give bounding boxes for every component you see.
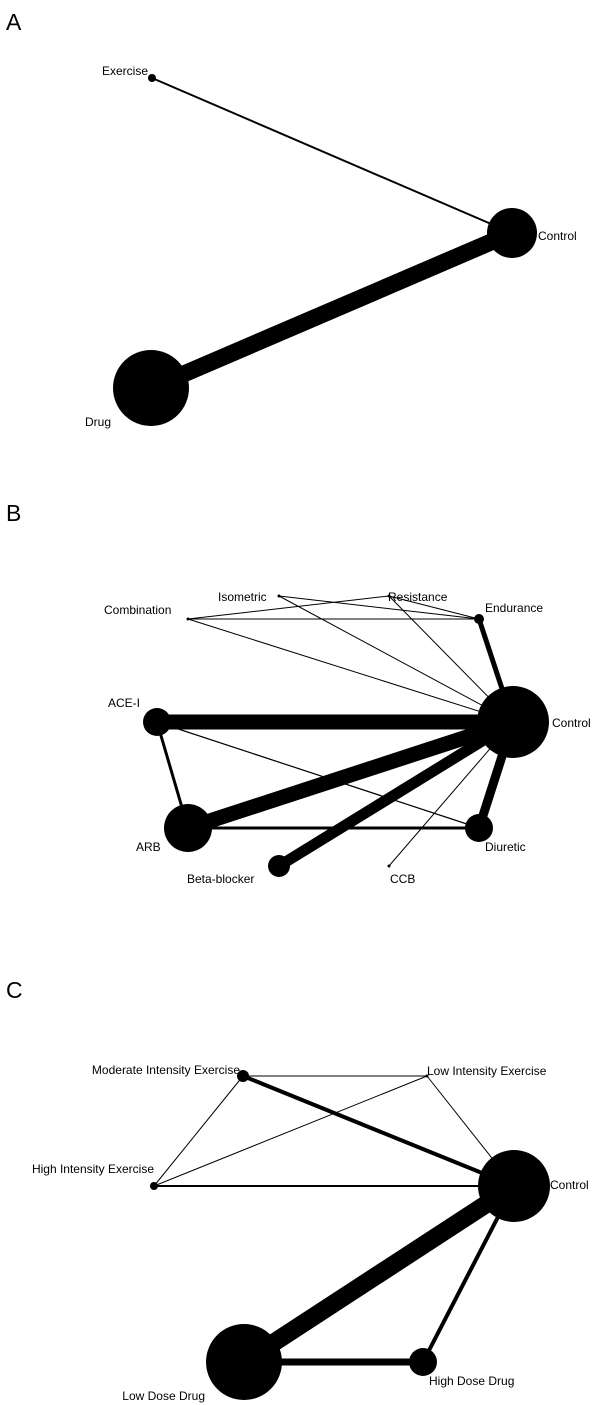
node-label-moderate-intensity-exercise: Moderate Intensity Exercise [92,1063,240,1077]
node-label-ace-i: ACE-I [108,696,140,710]
node-endurance [474,614,484,624]
node-label-low-dose-drug: Low Dose Drug [122,1389,205,1403]
panel-letter: C [6,977,23,1003]
node-label-high-dose-drug: High Dose Drug [429,1374,514,1388]
node-high-dose-drug [409,1348,437,1376]
edge-exercise-control [151,77,513,234]
node-label-ccb: CCB [390,872,415,886]
edge-resistance-endurance [388,595,480,620]
node-label-isometric: Isometric [218,590,267,604]
node-label-arb: ARB [136,840,161,854]
node-label-high-intensity-exercise: High Intensity Exercise [32,1162,154,1176]
node-label-drug: Drug [85,415,111,429]
node-ccb [387,864,391,868]
panel-c: C Moderate Intensity Exercise Low Intensit… [6,977,589,1403]
nodes: Isometric Resistance Combination Endurance A… [104,590,591,886]
panel-b: B Isometric Resistance Combination Endurance… [6,500,591,886]
edge-resistance-combination [187,595,390,620]
node-label-resistance: Resistance [388,590,448,604]
node-beta-blocker [268,855,290,877]
node-drug [113,350,189,426]
nodes: Moderate Intensity Exercise Low Intensity… [32,1063,589,1403]
node-combination [186,617,190,621]
node-label-low-intensity-exercise: Low Intensity Exercise [427,1064,547,1078]
node-label-combination: Combination [104,603,171,617]
nodes: Exercise Control Drug [85,64,577,429]
node-label-exercise: Exercise [102,64,148,78]
node-control [487,208,537,258]
node-resistance [387,594,391,598]
edge-combination-control [187,618,514,723]
edge-moderate-intensity-exercise-control [242,1074,515,1188]
node-label-diuretic: Diuretic [485,840,526,854]
edge-control-low-dose-drug [239,1178,519,1370]
edge-arb-control [185,714,516,836]
node-label-beta-blocker: Beta-blocker [187,872,254,886]
node-control [477,686,549,758]
node-label-control: Control [552,716,591,730]
panel-letter: A [6,9,22,35]
node-moderate-intensity-exercise [237,1070,249,1082]
edges [153,1074,519,1370]
edge-ace-i-diuretic [156,721,480,829]
node-arb [164,804,212,852]
edge-control-drug [147,225,516,396]
edge-low-intensity-exercise-high-intensity-exercise [153,1075,428,1187]
edges [147,77,516,396]
node-label-endurance: Endurance [485,601,543,615]
edge-moderate-intensity-exercise-high-intensity-exercise [153,1075,244,1187]
edge-isometric-control [278,595,514,723]
node-low-dose-drug [206,1324,282,1400]
node-label-control: Control [550,1178,589,1192]
node-high-intensity-exercise [150,1182,158,1190]
node-exercise [148,74,156,82]
node-label-control: Control [538,229,577,243]
panel-a: A Exercise Control Drug [6,9,577,429]
node-ace-i [143,708,171,736]
node-low-intensity-exercise [425,1074,429,1078]
edge-beta-blocker-control [276,717,516,871]
edge-isometric-endurance [278,595,480,620]
node-control [478,1150,550,1222]
panel-letter: B [6,500,21,526]
node-isometric [277,594,281,598]
node-diuretic [465,814,493,842]
